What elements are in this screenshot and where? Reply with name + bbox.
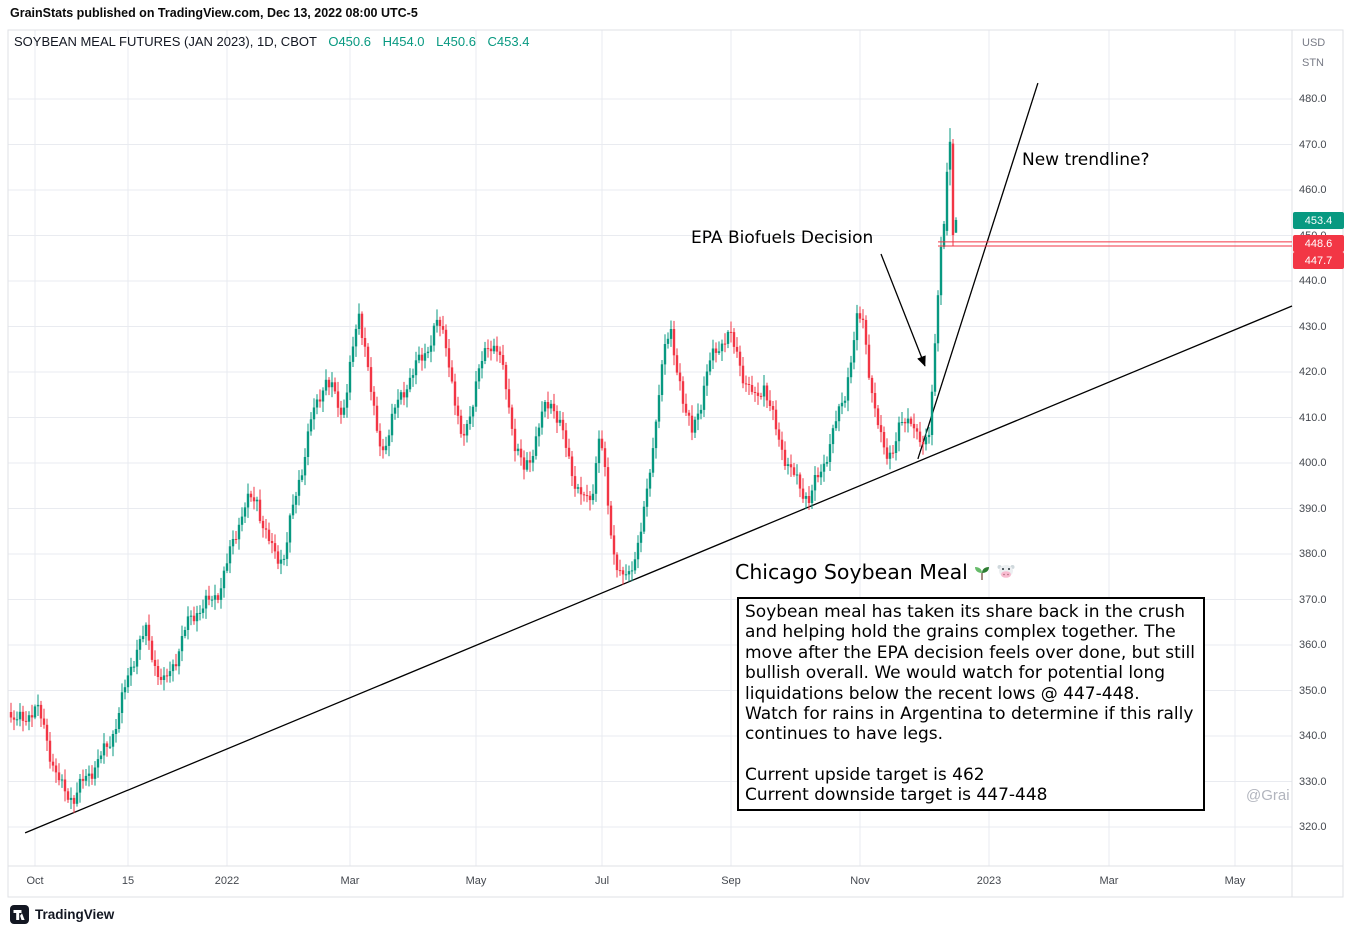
price-tick-label: 410.0 <box>1299 411 1327 424</box>
level-badge-447-7: 447.7 <box>1293 252 1344 269</box>
price-level-lines[interactable] <box>938 241 1292 247</box>
publish-caption: GrainStats published on TradingView.com,… <box>10 6 418 20</box>
trendline-primary-uptrend <box>24 305 1293 834</box>
footer-brand[interactable]: TradingView <box>10 905 114 924</box>
footer-brand-label: TradingView <box>35 907 115 922</box>
price-tick-label: 340.0 <box>1299 730 1327 742</box>
price-tick-label: 480.0 <box>1299 93 1327 105</box>
pane-frame <box>7 29 1344 898</box>
seedling-icon <box>972 562 992 582</box>
ohlc-close: C453.4 <box>487 34 530 49</box>
time-tick-label: Mar <box>1099 875 1119 887</box>
new-trendline-label[interactable]: New trendline? <box>1022 150 1150 170</box>
time-tick-label: 2022 <box>214 875 240 887</box>
ohlc-high: H454.0 <box>382 34 425 49</box>
note-title-text: Chicago Soybean Meal <box>735 560 968 584</box>
author-watermark: @Grai <box>1246 787 1290 804</box>
price-axis[interactable]: 480.0470.0460.0450.0440.0430.0420.0410.0… <box>1292 30 1351 897</box>
price-tick-label: 380.0 <box>1299 548 1327 560</box>
time-tick-label: 15 <box>121 875 135 887</box>
price-tick-label: 420.0 <box>1299 366 1327 378</box>
note-upside-target: Current upside target is 462 <box>745 764 985 785</box>
time-tick-label: May <box>465 875 487 887</box>
currency-label: USD <box>1302 37 1326 49</box>
note-body: Soybean meal has taken its share back in… <box>745 602 1195 745</box>
price-tick-label: 330.0 <box>1299 775 1327 788</box>
time-tick-label: Mar <box>340 875 360 887</box>
trendline-new-trendline <box>917 82 1039 460</box>
time-tick-label: Oct <box>26 875 44 887</box>
tradingview-logo <box>10 905 29 924</box>
price-tick-label: 320.0 <box>1299 821 1327 833</box>
time-axis[interactable]: Oct 15 2022 Mar May Jul Sep Nov 2023 Mar May <box>8 866 1292 897</box>
analysis-note-box[interactable]: Soybean meal has taken its share back in… <box>737 597 1205 811</box>
candlestick-series <box>9 128 958 813</box>
cow-icon <box>996 562 1016 582</box>
time-tick-label: Sep <box>721 875 741 887</box>
price-tick-label: 390.0 <box>1299 502 1327 515</box>
symbol-title: SOYBEAN MEAL FUTURES (JAN 2023), 1D, CBO… <box>14 34 317 49</box>
price-tick-label: 460.0 <box>1299 184 1327 196</box>
price-tick-label: 350.0 <box>1299 684 1327 697</box>
price-tick-label: 370.0 <box>1299 593 1327 606</box>
ohlc-low: L450.6 <box>436 34 476 49</box>
trendlines[interactable] <box>24 82 1293 834</box>
price-tick-label: 430.0 <box>1299 320 1327 333</box>
note-title[interactable]: Chicago Soybean Meal <box>735 560 1016 584</box>
level-badge-448-6: 448.6 <box>1293 235 1344 252</box>
time-tick-label: Nov <box>850 875 870 887</box>
time-tick-label: 2023 <box>976 875 1002 887</box>
note-spacer <box>745 745 1197 765</box>
price-tick-label: 400.0 <box>1299 457 1327 469</box>
note-downside-target: Current downside target is 447-448 <box>745 785 1048 806</box>
price-tick-label: 440.0 <box>1299 275 1327 287</box>
price-tick-label: 470.0 <box>1299 138 1327 151</box>
epa-arrow[interactable] <box>880 253 926 367</box>
ohlc-open: O450.6 <box>328 34 371 49</box>
unit-label: STN <box>1302 57 1324 69</box>
time-tick-label: May <box>1224 875 1246 887</box>
time-tick-label: Jul <box>594 875 610 887</box>
last-price-badge: 453.4 <box>1293 212 1344 229</box>
symbol-legend[interactable]: SOYBEAN MEAL FUTURES (JAN 2023), 1D, CBO… <box>14 34 529 49</box>
axis-currency-unit: USD STN <box>1302 33 1325 73</box>
price-tick-label: 360.0 <box>1299 639 1327 651</box>
epa-annotation-label[interactable]: EPA Biofuels Decision <box>691 228 874 248</box>
